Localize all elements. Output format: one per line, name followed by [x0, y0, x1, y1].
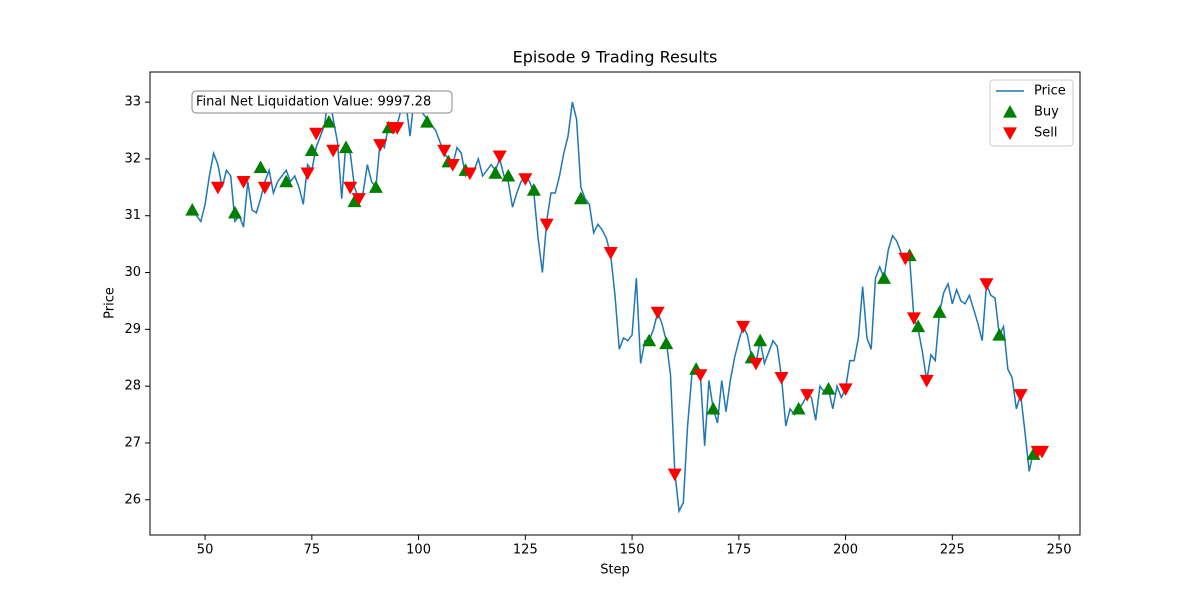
buy-marker: [279, 174, 294, 188]
sell-marker: [343, 181, 358, 195]
annotation-box: [191, 90, 453, 114]
sell-marker: [210, 181, 225, 195]
sell-marker: [390, 122, 405, 135]
legend-label: Sell: [1034, 126, 1057, 141]
sell-marker: [445, 159, 460, 172]
buy-marker: [706, 401, 721, 415]
x-tick-label: 100: [406, 543, 431, 558]
sell-marker: [1034, 445, 1049, 459]
buy-marker: [227, 205, 242, 219]
buy-marker: [992, 328, 1007, 341]
annotation: Final Net Liquidation Value: 9997.28: [196, 95, 431, 110]
sell-marker: [462, 167, 477, 181]
sell-marker: [800, 389, 815, 402]
sell-marker: [518, 173, 533, 186]
buy-marker: [659, 336, 674, 350]
buy-marker: [877, 271, 892, 284]
buy-marker: [791, 401, 806, 415]
y-tick-label: 29: [124, 322, 141, 337]
x-axis-label: Step: [600, 563, 630, 578]
buy-marker: [185, 203, 200, 216]
sell-marker: [326, 144, 341, 158]
y-tick-label: 27: [124, 435, 141, 450]
buy-marker: [321, 114, 336, 128]
x-tick-label: 200: [833, 543, 858, 558]
sell-marker: [979, 278, 994, 291]
buy-marker: [368, 180, 383, 193]
chart-title: Episode 9 Trading Results: [513, 48, 718, 67]
y-axis-label: Price: [103, 287, 118, 319]
buy-marker: [642, 333, 657, 347]
sell-marker: [603, 247, 618, 260]
y-tick-label: 31: [124, 208, 141, 223]
y-tick-label: 28: [124, 379, 141, 394]
plot-frame: [149, 71, 1081, 536]
sell-marker: [898, 252, 913, 266]
buy-marker: [420, 114, 435, 128]
legend-label: Buy: [1034, 105, 1059, 120]
buy-marker: [753, 333, 768, 347]
sell-marker: [539, 218, 554, 232]
buy-marker: [338, 140, 353, 154]
sell-marker: [667, 468, 682, 482]
sell-marker: [492, 150, 507, 164]
x-tick-label: 250: [1047, 543, 1072, 558]
sell-marker: [650, 306, 665, 320]
y-tick-label: 30: [124, 265, 141, 280]
buy-marker: [821, 381, 836, 395]
x-tick-label: 125: [513, 543, 538, 558]
buy-marker: [253, 160, 268, 174]
price-line: [191, 90, 1038, 514]
y-tick-label: 26: [124, 492, 141, 507]
x-tick-label: 225: [940, 543, 965, 558]
buy-marker: [911, 319, 926, 333]
sell-marker: [736, 320, 751, 334]
sell-marker: [774, 372, 789, 385]
x-tick-label: 175: [726, 543, 751, 558]
sell-marker: [309, 127, 324, 141]
sell-marker: [236, 176, 251, 189]
sell-marker: [919, 374, 934, 388]
buy-marker: [501, 168, 516, 182]
buy-marker: [573, 191, 588, 205]
sell-marker: [748, 357, 763, 371]
buy-marker: [932, 305, 947, 318]
y-tick-label: 33: [124, 95, 141, 110]
buy-marker: [488, 166, 503, 179]
sell-marker: [257, 181, 272, 195]
sell-marker: [300, 167, 315, 181]
sell-marker: [373, 139, 388, 152]
x-tick-label: 150: [620, 543, 645, 558]
sell-marker: [1013, 389, 1028, 402]
sell-marker: [437, 144, 452, 158]
buy-marker: [526, 183, 541, 196]
legend-swatch: [1003, 127, 1017, 140]
x-tick-label: 75: [304, 543, 321, 558]
sell-marker: [906, 312, 921, 325]
legend-label: Price: [1034, 84, 1066, 99]
legend-swatch: [1003, 105, 1017, 118]
y-tick-label: 32: [124, 151, 141, 166]
sell-marker: [838, 383, 853, 396]
buy-marker: [304, 143, 319, 156]
x-tick-label: 50: [197, 543, 214, 558]
sell-marker: [351, 193, 366, 206]
sell-marker: [693, 369, 708, 382]
